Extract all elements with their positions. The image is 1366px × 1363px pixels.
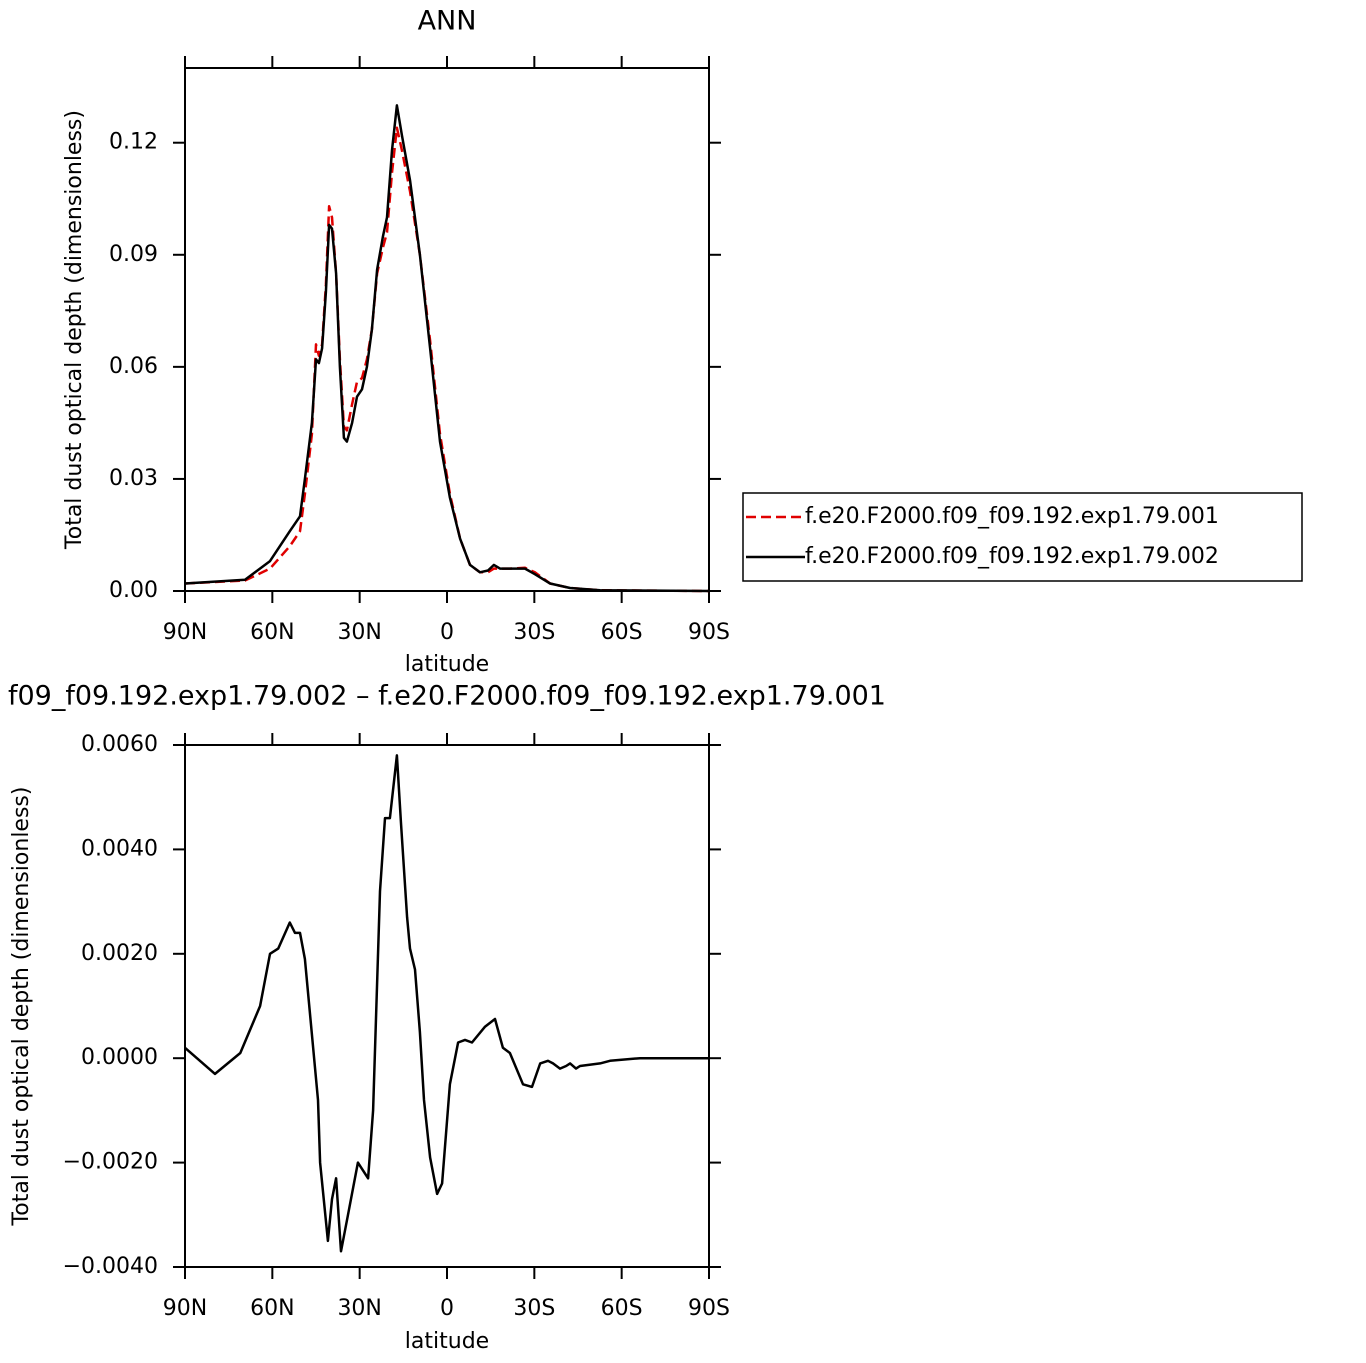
x-tick-label: 90N [163,1296,207,1321]
y-tick-label: −0.0040 [63,1254,158,1279]
x-tick-label: 60S [601,620,643,645]
y-tick-label: 0.03 [109,466,158,491]
x-tick-label: 90S [688,1296,730,1321]
x-tick-label: 60S [601,1296,643,1321]
x-tick-label: 0 [440,620,454,645]
x-tick-label: 60N [250,1296,294,1321]
y-tick-label: 0.0020 [81,941,158,966]
plot-frame [184,67,710,592]
x-axis-label: latitude [405,652,489,677]
y-tick-label: 0.0000 [81,1045,158,1070]
data-line [184,126,710,593]
y-tick-label: 0.0060 [81,732,158,757]
legend-box [742,492,1303,582]
x-tick-label: 60N [250,620,294,645]
y-tick-label: −0.0020 [63,1150,158,1175]
y-axis-label: Total dust optical depth (dimensionless) [62,110,87,550]
y-tick-label: 0.0040 [81,836,158,861]
y-tick-label: 0.09 [109,242,158,267]
x-tick-label: 90S [688,620,730,645]
data-line [184,104,710,593]
y-tick-label: 0.00 [109,578,158,603]
x-tick-label: 30S [513,1296,555,1321]
x-tick-label: 90N [163,620,207,645]
x-tick-label: 30N [337,1296,381,1321]
y-tick-label: 0.06 [109,354,158,379]
chart-title: ANN [418,6,477,37]
x-axis-label: latitude [405,1329,489,1354]
y-axis-label: Total dust optical depth (dimensionless) [9,787,34,1227]
plot-frame [184,744,710,1268]
x-tick-label: 30S [513,620,555,645]
y-tick-label: 0.12 [109,130,158,155]
legend-label: f.e20.F2000.f09_f09.192.exp1.79.001 [805,504,1219,529]
chart-title: f09_f09.192.exp1.79.002 – f.e20.F2000.f0… [8,681,886,712]
data-line [184,754,709,1253]
x-tick-label: 0 [440,1296,454,1321]
legend-label: f.e20.F2000.f09_f09.192.exp1.79.002 [805,544,1219,569]
x-tick-label: 30N [337,620,381,645]
